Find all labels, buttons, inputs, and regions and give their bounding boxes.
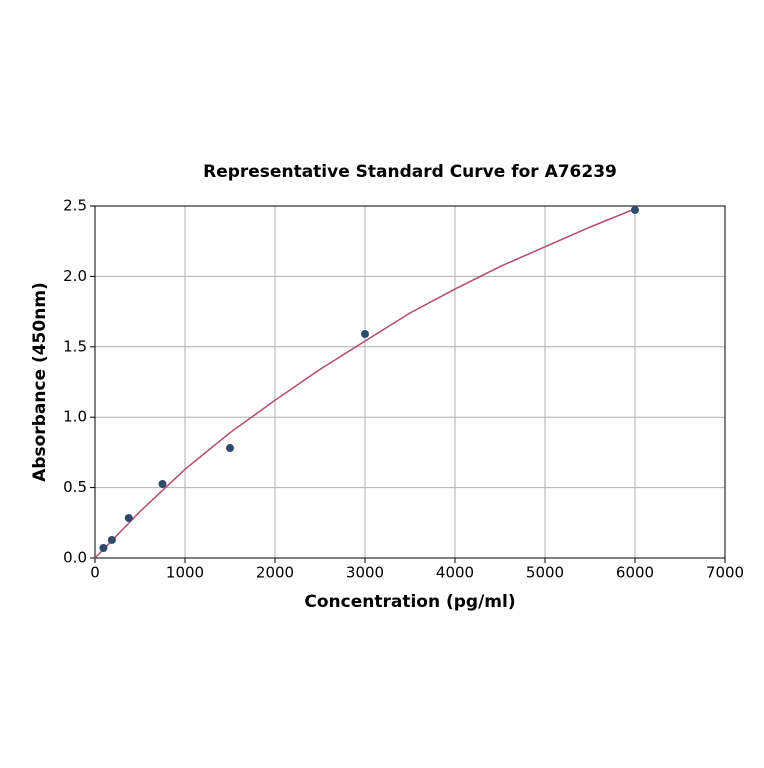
x-tick-label: 4000 [436,564,474,582]
data-point [107,535,116,544]
fit-curve [94,208,636,559]
y-tick-label: 0.0 [63,549,87,567]
y-tick-label: 1.5 [63,337,87,355]
y-axis-label: Absorbance (450nm) [30,282,50,482]
data-point [631,205,639,214]
x-tick-label: 3000 [346,564,384,582]
y-tick-label: 1.0 [63,408,87,426]
data-point [361,329,369,338]
y-tick-label: 2.0 [63,267,87,285]
data-point [99,544,108,553]
x-tick-label: 5000 [526,564,564,582]
y-tick-label: 2.5 [63,197,87,215]
plot-frame [94,205,726,559]
x-tick-label: 6000 [616,564,654,582]
y-tick-label: 0.5 [63,478,87,496]
x-tick-label: 2000 [256,564,294,582]
x-tick-label: 0 [90,564,100,582]
data-point [226,444,234,453]
x-axis-label: Concentration (pg/ml) [304,592,515,612]
x-tick-label: 1000 [166,564,204,582]
data-point [158,479,167,488]
chart-title: Representative Standard Curve for A76239 [203,162,617,182]
x-tick-label: 7000 [706,564,744,582]
data-point [124,514,133,523]
